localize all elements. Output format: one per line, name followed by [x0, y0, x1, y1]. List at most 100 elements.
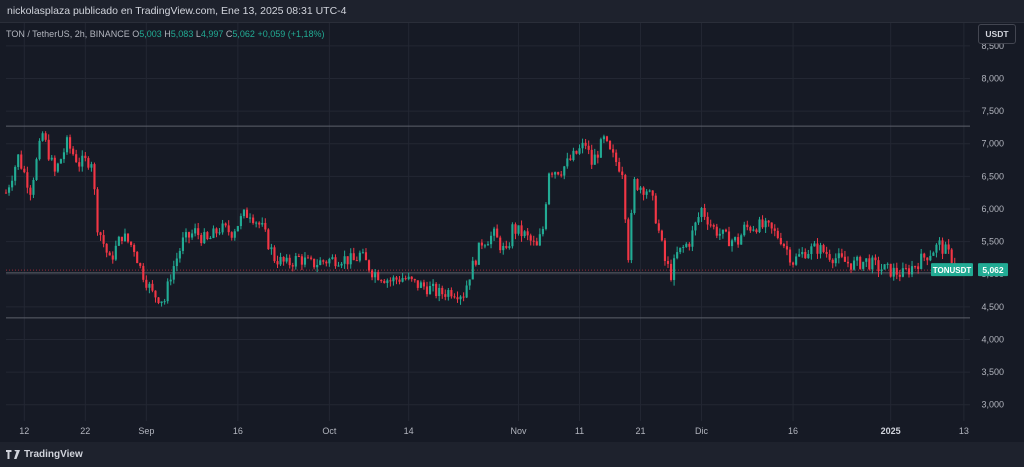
price-tick-label: 8,500 [981, 41, 1004, 51]
candle-body [120, 236, 123, 242]
candle-body [377, 272, 380, 281]
candle-body [276, 261, 279, 265]
candle-body [843, 256, 846, 262]
candle-body [529, 235, 532, 241]
candle-body [435, 283, 438, 297]
tradingview-logo-icon [6, 450, 20, 459]
candle-body [532, 240, 535, 242]
candle-body [923, 253, 926, 258]
chart-area[interactable]: 3,0003,5004,0004,5005,0005,5006,0006,500… [0, 22, 1024, 443]
price-chart[interactable]: 3,0003,5004,0004,5005,0005,5006,0006,500… [0, 23, 1024, 443]
candle-body [203, 232, 206, 244]
candle-body [282, 256, 285, 262]
candle-body [154, 290, 157, 298]
candle-body [724, 229, 728, 232]
candle-body [17, 154, 20, 168]
candle-body [834, 258, 837, 264]
candle-body [303, 257, 307, 265]
price-tick-label: 4,000 [981, 334, 1004, 344]
candle-body [65, 137, 69, 153]
candle-body [383, 280, 386, 284]
candle-body [743, 224, 746, 236]
candle-body [795, 256, 798, 265]
candle-body [279, 256, 282, 265]
candle-body [29, 187, 32, 195]
candle-body [892, 267, 895, 277]
candle-body [688, 243, 691, 247]
candle-body [569, 158, 572, 160]
change-value: +0,059 (+1,18%) [257, 29, 325, 39]
currency-unit-button[interactable]: USDT [978, 24, 1016, 44]
candle-body [914, 266, 917, 268]
candle-body [371, 270, 374, 278]
candle-body [300, 256, 303, 265]
candle-body [831, 259, 834, 264]
candle-body [807, 254, 810, 259]
candle-body [737, 237, 740, 245]
candle-body [75, 154, 78, 163]
candle-body [309, 257, 313, 259]
candle-body [123, 233, 127, 242]
candle-body [212, 228, 215, 238]
candle-body [856, 256, 859, 261]
candle-body [804, 251, 807, 259]
candle-body [26, 172, 29, 188]
candle-body [178, 250, 181, 259]
candle-body [108, 252, 111, 256]
candle-body [697, 217, 700, 223]
candle-body [932, 252, 935, 256]
candle-body [557, 172, 560, 175]
price-tick-label: 6,500 [981, 171, 1004, 181]
candle-body [477, 242, 480, 265]
candle-body [587, 145, 590, 150]
candle-body [764, 220, 767, 228]
candle-body [871, 257, 874, 270]
candle-body [422, 282, 426, 287]
time-tick-label: Sep [138, 426, 154, 436]
candle-body [755, 229, 758, 233]
price-tick-label: 3,000 [981, 400, 1004, 410]
candle-body [313, 258, 316, 268]
candle-body [929, 255, 932, 261]
candle-body [236, 226, 239, 232]
candle-body [163, 301, 166, 303]
candle-body [343, 256, 346, 264]
candle-body [227, 225, 230, 233]
candle-body [474, 260, 477, 265]
candle-body [849, 263, 853, 270]
candle-body [325, 261, 328, 264]
candle-body [590, 149, 593, 165]
candle-body [4, 192, 8, 194]
candle-body [550, 173, 554, 175]
candle-body [541, 228, 544, 235]
candle-body [660, 230, 663, 241]
candle-body [486, 244, 490, 246]
candle-body [926, 257, 929, 261]
time-tick-label: 21 [636, 426, 646, 436]
time-tick-label: Dic [695, 426, 708, 436]
candle-body [791, 262, 795, 265]
candle-body [767, 220, 770, 223]
candle-body [7, 187, 11, 193]
candle-body [444, 294, 447, 297]
open-value: 5,003 [139, 29, 162, 39]
candle-body [874, 257, 877, 261]
candle-body [364, 252, 368, 261]
candle-body [496, 228, 499, 238]
time-tick-label: Oct [322, 426, 337, 436]
candle-body [139, 263, 142, 266]
candle-body [453, 296, 456, 298]
candle-body [20, 154, 23, 169]
price-axis: 3,0003,5004,0004,5005,0005,5006,0006,500… [981, 41, 1004, 410]
candle-body [712, 225, 715, 227]
candle-body [895, 267, 898, 275]
candle-body [511, 224, 514, 247]
candle-body [657, 223, 660, 231]
candle-body [233, 231, 236, 238]
candle-body [90, 164, 93, 168]
candle-body [206, 232, 209, 240]
candle-body [669, 263, 673, 280]
candle-body [709, 224, 712, 226]
candle-body [157, 297, 160, 304]
candle-body [746, 224, 749, 228]
